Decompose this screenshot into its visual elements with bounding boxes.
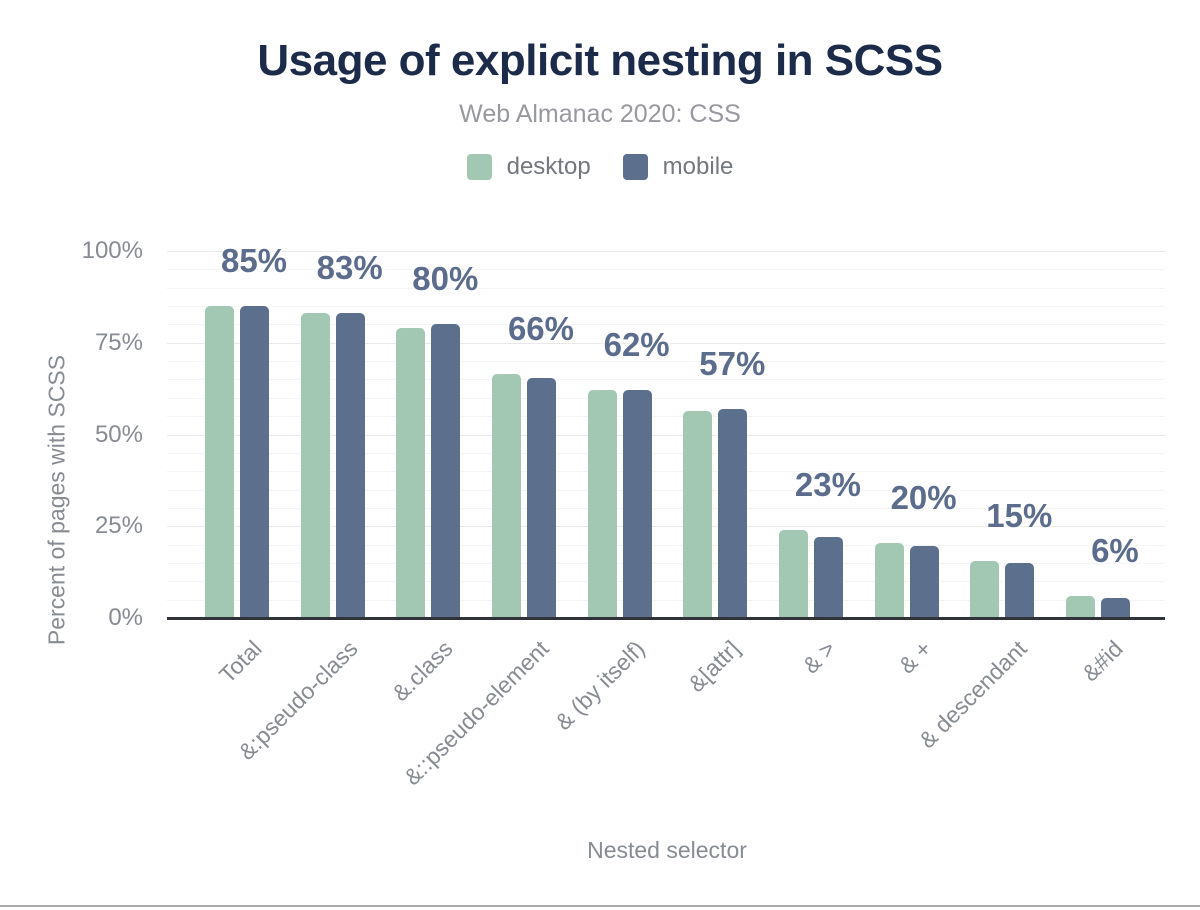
gridline-major — [167, 251, 1165, 252]
y-tick-label: 0% — [108, 604, 143, 631]
gridline-major — [167, 434, 1165, 436]
gridline-minor — [167, 361, 1165, 363]
y-axis-title: Percent of pages with SCSS — [43, 354, 70, 646]
legend-swatch-mobile — [622, 154, 648, 180]
value-label: 15% — [986, 497, 1053, 535]
chart-bottom-border — [0, 905, 1200, 907]
gridline-minor — [167, 379, 1165, 381]
chart-subtitle: Web Almanac 2020: CSS — [459, 100, 741, 128]
chart-title: Usage of explicit nesting in SCSS — [257, 36, 943, 85]
gridline-minor — [167, 324, 1165, 326]
gridline-minor — [167, 397, 1165, 399]
gridline-minor — [167, 452, 1165, 454]
bar-desktop — [587, 390, 617, 618]
legend: desktop mobile — [0, 153, 1200, 181]
legend-item-desktop: desktop — [466, 153, 591, 181]
gridline-minor — [167, 544, 1165, 546]
bar-mobile — [1005, 562, 1035, 618]
bar-mobile — [335, 313, 365, 618]
bar-desktop — [970, 561, 1000, 618]
gridline-minor — [167, 416, 1165, 418]
bar-mobile — [1100, 597, 1130, 618]
y-tick-label: 75% — [94, 328, 143, 356]
value-label: 66% — [507, 309, 574, 347]
legend-item-mobile: mobile — [622, 153, 734, 181]
bar-mobile — [909, 546, 939, 618]
gridline-minor — [167, 306, 1165, 308]
legend-swatch-desktop — [466, 154, 492, 180]
bar-desktop — [874, 542, 904, 618]
gridline-minor — [167, 581, 1165, 583]
bar-desktop — [1065, 595, 1095, 618]
legend-label: mobile — [662, 153, 734, 180]
bar-desktop — [205, 306, 234, 618]
gridline-minor — [167, 507, 1165, 509]
y-tick-label: 50% — [94, 420, 143, 448]
value-label: 57% — [699, 344, 766, 382]
bar-desktop — [300, 313, 330, 618]
gridline-minor — [167, 287, 1165, 289]
gridline-major — [167, 342, 1165, 344]
value-label: 80% — [412, 260, 479, 298]
bar-mobile — [813, 537, 843, 618]
value-label: 23% — [794, 465, 861, 503]
bar-mobile — [526, 377, 556, 618]
gridline-minor — [167, 599, 1165, 601]
bar-mobile — [718, 408, 748, 618]
bar-desktop — [683, 410, 713, 618]
legend-label: desktop — [506, 153, 591, 180]
bar-desktop — [778, 529, 808, 618]
bar-desktop — [491, 373, 521, 618]
x-axis-line — [167, 617, 1165, 620]
value-label: 83% — [316, 249, 383, 287]
value-label: 20% — [890, 478, 957, 516]
value-label: 62% — [603, 326, 670, 364]
x-axis-title: Nested selector — [587, 837, 747, 863]
bar-mobile — [622, 390, 652, 618]
gridline-major — [167, 526, 1165, 528]
bar-mobile — [240, 306, 269, 618]
gridline-minor — [167, 489, 1165, 491]
value-label: 85% — [220, 242, 288, 280]
value-label: 6% — [1091, 531, 1139, 569]
bar-mobile — [431, 324, 461, 618]
bar-desktop — [396, 328, 426, 618]
gridline-minor — [167, 471, 1165, 473]
y-tick-label: 100% — [81, 237, 143, 264]
gridline-minor — [167, 269, 1165, 271]
gridline-minor — [167, 562, 1165, 564]
y-tick-label: 25% — [94, 512, 143, 540]
